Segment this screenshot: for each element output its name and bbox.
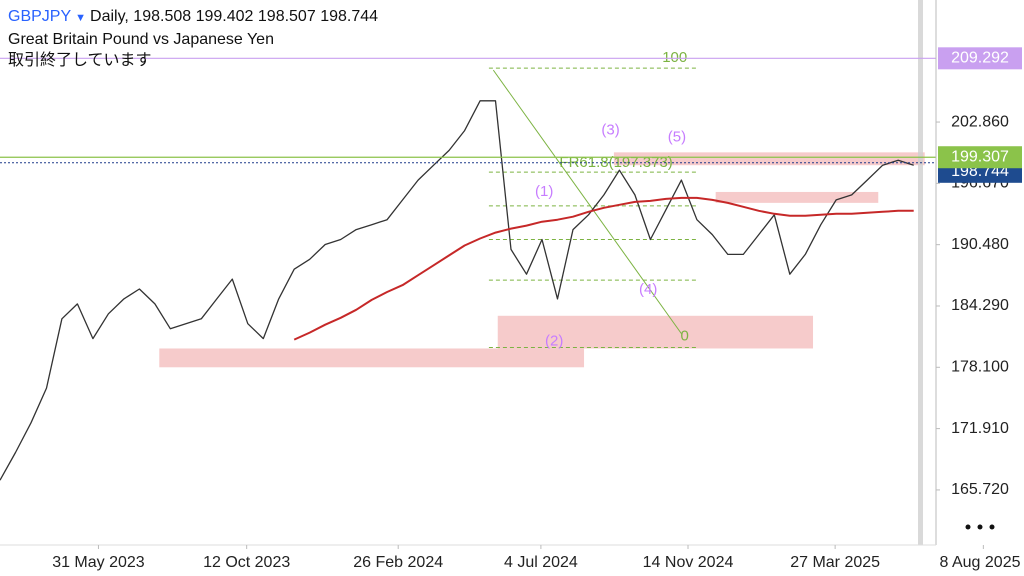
price-line: [0, 100, 914, 481]
interval[interactable]: Daily: [90, 8, 125, 25]
annotation: (2): [545, 333, 563, 350]
ohlc-high: 199.402: [195, 8, 254, 25]
header: GBPJPY ▼ Daily, 198.508 199.402 198.507 19…: [8, 6, 378, 71]
y-tick-label: 190.480: [951, 236, 1009, 253]
zone: [613, 152, 925, 166]
x-tick-label: 14 Nov 2024: [643, 554, 734, 571]
header-line: GBPJPY ▼ Daily, 198.508 199.402 198.507 19…: [8, 8, 379, 25]
x-tick-label: 12 Oct 2023: [203, 554, 290, 571]
price-box: [938, 146, 1022, 169]
zone: [497, 315, 814, 349]
symbol[interactable]: GBPJPY: [8, 8, 72, 25]
ohlc-close: 198.744: [320, 8, 379, 25]
subtitle: Great Britain Pound vs Japanese Yen: [8, 31, 274, 48]
status: 取引終了しています: [8, 52, 152, 69]
price-box-label: 199.307: [951, 148, 1009, 165]
y-tick-label: 184.290: [951, 297, 1009, 314]
x-tick-label: 8 Aug 2025: [940, 554, 1021, 571]
cursor-bar: [918, 0, 923, 545]
more-dot[interactable]: [977, 524, 983, 530]
price-line: [293, 196, 914, 341]
more-dot[interactable]: [989, 524, 995, 530]
zone: [715, 191, 879, 203]
ohlc-low: 198.507: [257, 8, 316, 25]
more-dot[interactable]: [965, 524, 971, 530]
trend-line: [492, 69, 682, 334]
symbol-menu[interactable]: ▼: [75, 12, 87, 24]
y-tick-label: 165.720: [951, 481, 1009, 498]
ohlc-open: 198.508: [133, 8, 192, 25]
price-box-label: 209.292: [951, 50, 1009, 67]
annotation: 0: [681, 328, 689, 345]
annotation: (4): [639, 281, 657, 298]
zone: [159, 348, 585, 368]
annotation: (5): [668, 128, 686, 145]
price-box: [938, 47, 1022, 70]
x-tick-label: 27 Mar 2025: [790, 554, 880, 571]
y-tick-label: 178.100: [951, 359, 1009, 376]
x-tick-label: 31 May 2023: [52, 554, 145, 571]
annotation: (1): [535, 183, 553, 200]
annotation: (3): [601, 122, 619, 139]
annotation: 100: [662, 49, 687, 66]
x-tick-label: 26 Feb 2024: [353, 554, 443, 571]
y-tick-label: 202.860: [951, 113, 1009, 130]
x-tick-label: 4 Jul 2024: [504, 554, 578, 571]
y-tick-label: 171.910: [951, 420, 1009, 437]
